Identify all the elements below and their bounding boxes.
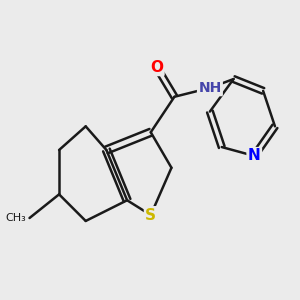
Text: O: O — [150, 60, 163, 75]
Text: S: S — [145, 208, 156, 223]
Text: N: N — [248, 148, 261, 164]
Text: NH: NH — [198, 81, 221, 95]
Text: CH₃: CH₃ — [6, 213, 27, 223]
